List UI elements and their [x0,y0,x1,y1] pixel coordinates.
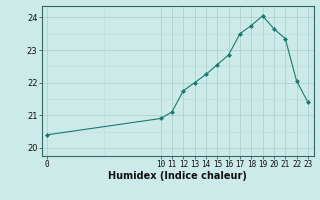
X-axis label: Humidex (Indice chaleur): Humidex (Indice chaleur) [108,171,247,181]
